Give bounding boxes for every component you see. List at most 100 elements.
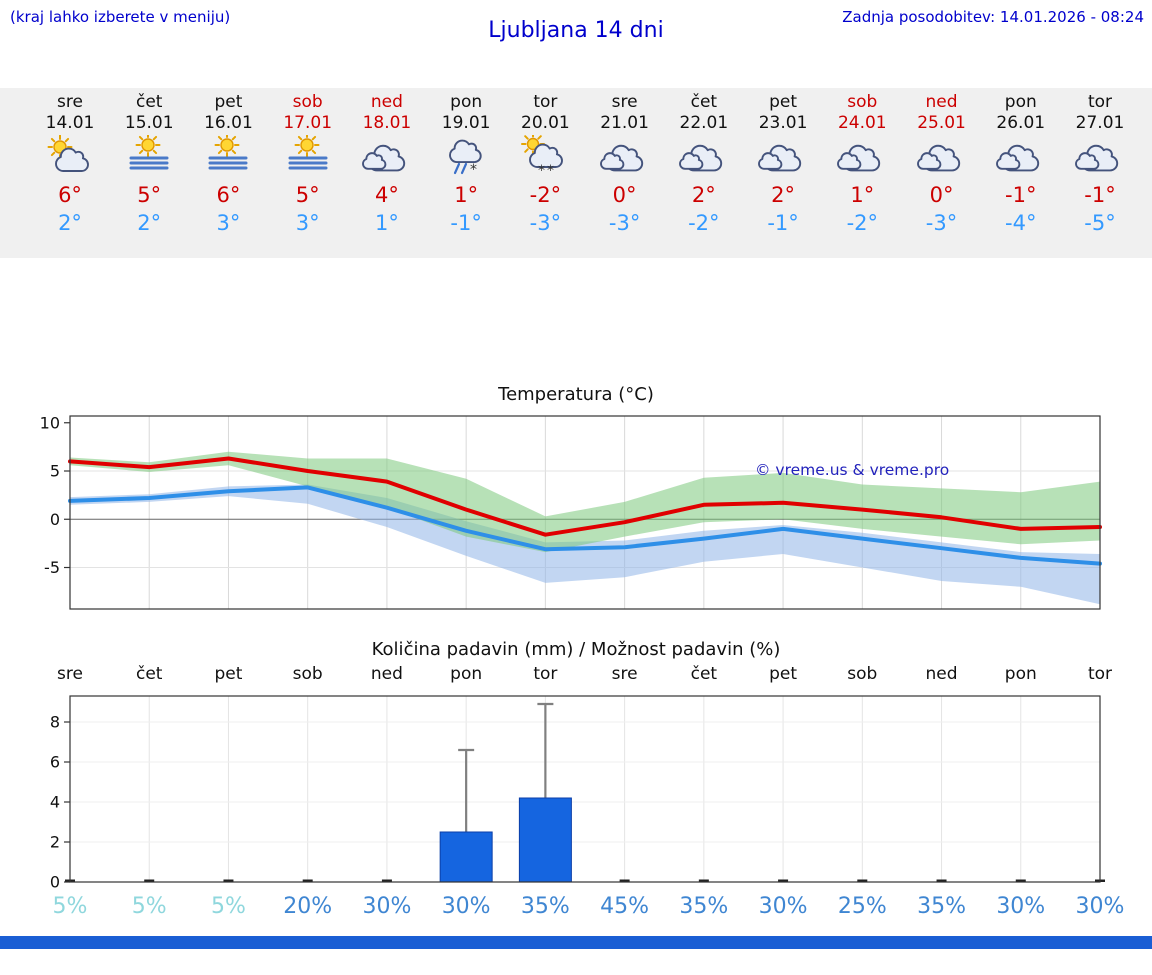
day-date: 18.01 <box>362 113 412 133</box>
day-column-12[interactable]: ned 25.01 0° -3° <box>902 92 982 236</box>
day-label: sob <box>847 664 878 684</box>
day-name: sob <box>292 92 323 112</box>
precip-probability: 45% <box>600 894 650 919</box>
day-date: 20.01 <box>521 113 570 133</box>
precip-zero-mark <box>857 879 868 882</box>
last-update-timestamp: Zadnja posodobitev: 14.01.2026 - 08:24 <box>842 8 1144 26</box>
day-column-9[interactable]: čet 22.01 2° -2° <box>664 92 744 236</box>
axis-tick-label: 0 <box>50 510 60 529</box>
precip-probability: 30% <box>758 894 808 919</box>
day-max-temp: 5° <box>137 183 162 207</box>
day-column-13[interactable]: pon 26.01 -1° -4° <box>981 92 1061 236</box>
precip-zero-mark <box>619 879 630 882</box>
footer-bar <box>0 936 1152 949</box>
day-max-temp: 0° <box>612 183 637 207</box>
location-menu-hint: (kraj lahko izberete v meniju) <box>10 8 231 26</box>
day-label: pet <box>214 664 243 684</box>
day-column-6[interactable]: pon 19.01 * 1° -1° <box>426 92 506 236</box>
precip-probability: 30% <box>362 894 412 919</box>
precip-zero-mark <box>778 879 789 882</box>
day-min-temp: 3° <box>216 211 241 235</box>
day-max-temp: -2° <box>529 183 562 207</box>
precip-zero-mark <box>936 879 947 882</box>
precip-probability: 5% <box>211 894 246 919</box>
day-date: 16.01 <box>204 113 253 133</box>
day-column-7[interactable]: tor 20.01 * * -2° -3° <box>505 92 585 236</box>
day-column-4[interactable]: sob 17.01 5° 3° <box>268 92 348 236</box>
precip-probability: 25% <box>837 894 887 919</box>
axis-tick-label: 8 <box>50 713 60 732</box>
day-max-temp: 4° <box>374 183 399 207</box>
day-name: sob <box>847 92 878 112</box>
axis-tick-label: 5 <box>50 462 60 481</box>
day-max-temp: -1° <box>1005 183 1037 207</box>
day-min-temp: -5° <box>1084 211 1116 235</box>
day-name: čet <box>690 92 718 112</box>
day-label: tor <box>533 664 558 684</box>
day-column-11[interactable]: sob 24.01 1° -2° <box>822 92 902 236</box>
day-min-temp: -2° <box>688 211 720 235</box>
min-range-band <box>70 484 1100 605</box>
watermark: © vreme.us & vreme.pro <box>755 461 949 479</box>
day-column-2[interactable]: čet 15.01 5° 2° <box>109 92 189 236</box>
day-date: 17.01 <box>283 113 333 133</box>
day-min-temp: -3° <box>529 211 562 235</box>
day-name: sre <box>57 92 83 112</box>
day-name: sre <box>611 92 638 112</box>
day-name: tor <box>1087 92 1113 112</box>
day-column-1[interactable]: sre 14.01 6° 2° <box>30 92 110 236</box>
day-label: pon <box>450 664 483 684</box>
day-min-temp: -1° <box>450 211 482 235</box>
day-label: sob <box>292 664 323 684</box>
day-min-temp: 2° <box>137 211 162 235</box>
day-column-14[interactable]: tor 27.01 -1° -5° <box>1060 92 1140 236</box>
day-min-temp: -4° <box>1005 211 1037 235</box>
precipitation-day-labels: sre čet pet sob ned pon tor sre čet pet sob ned pon t… <box>0 664 1152 690</box>
day-max-temp: 6° <box>58 183 82 207</box>
precip-probability: 30% <box>996 894 1046 919</box>
precip-zero-mark <box>1015 879 1026 882</box>
day-date: 14.01 <box>45 113 95 133</box>
axis-tick-label: 0 <box>50 873 60 892</box>
max-temp-line <box>68 456 1102 537</box>
precip-bar <box>439 831 493 883</box>
partly-sunny-icon <box>30 135 110 181</box>
cloudy-icon <box>585 135 665 181</box>
max-range-band <box>70 451 1100 553</box>
day-column-5[interactable]: ned 18.01 4° 1° <box>347 92 427 236</box>
day-date: 26.01 <box>996 113 1046 133</box>
day-label: pon <box>1004 664 1037 684</box>
precipitation-chart: 0 2 4 6 8 <box>50 695 1105 892</box>
day-date: 25.01 <box>917 113 966 133</box>
day-label: ned <box>370 664 403 684</box>
precip-probability: 20% <box>283 894 333 919</box>
precipitation-chart-title: Količina padavin (mm) / Možnost padavin … <box>371 639 781 660</box>
day-date: 19.01 <box>441 113 491 133</box>
cloudy-icon <box>822 135 902 181</box>
svg-text:*: * <box>470 162 477 178</box>
cloudy-icon <box>981 135 1061 181</box>
sun-fog-icon <box>268 135 348 181</box>
precip-probability: 30% <box>1075 894 1125 919</box>
sleet-icon: * <box>426 135 506 181</box>
day-name: čet <box>135 92 163 112</box>
day-column-8[interactable]: sre 21.01 0° -3° <box>585 92 665 236</box>
precip-bar <box>518 797 572 883</box>
day-min-temp: 1° <box>374 211 399 235</box>
page-title: Ljubljana 14 dni <box>488 18 664 43</box>
sun-fog-icon <box>109 135 189 181</box>
day-name: tor <box>533 92 558 112</box>
cloudy-icon <box>347 135 427 181</box>
day-column-10[interactable]: pet 23.01 2° -1° <box>743 92 823 236</box>
day-max-temp: 5° <box>295 183 320 207</box>
day-date: 21.01 <box>600 113 649 133</box>
day-column-3[interactable]: pet 16.01 6° 3° <box>188 92 268 236</box>
cloudy-icon <box>902 135 982 181</box>
precip-zero-mark <box>698 879 709 882</box>
precipitation-probability-row: 5% 5% 5% 20% 30% 30% 35% 45% 35% 30% 25% 35% 30% 30% <box>0 892 1152 928</box>
forecast-strip: sre 14.01 6° 2° čet 15.01 5° 2° pet 16.01 6° 3° sob 1… <box>0 88 1152 258</box>
day-date: 23.01 <box>758 113 808 133</box>
day-label: sre <box>57 664 83 684</box>
axis-tick-label: 10 <box>40 413 60 432</box>
